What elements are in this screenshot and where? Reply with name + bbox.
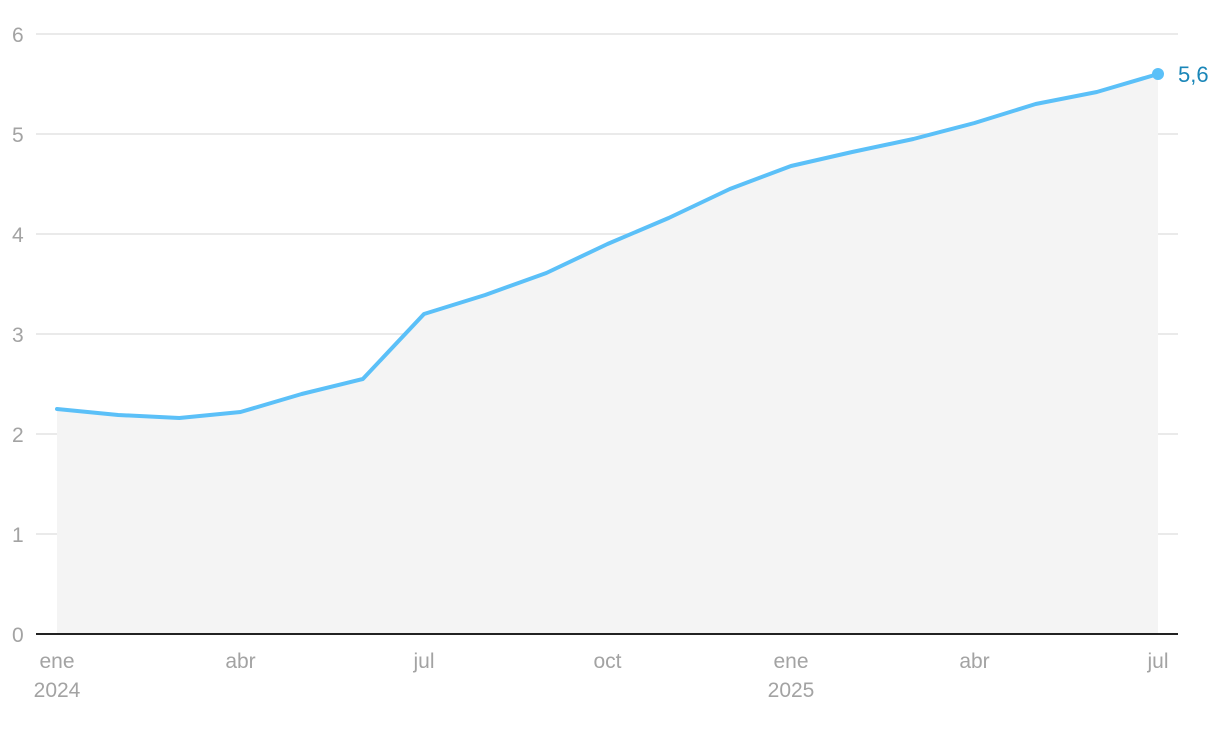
x-tick-label: jul	[412, 650, 434, 673]
y-tick-label: 5	[12, 124, 24, 147]
x-tick-year-label: 2024	[34, 679, 81, 702]
y-tick-label: 6	[12, 24, 24, 47]
x-tick-label: abr	[959, 650, 989, 673]
y-tick-label: 2	[12, 424, 24, 447]
y-tick-label: 3	[12, 324, 24, 347]
y-tick-label: 1	[12, 524, 24, 547]
x-tick-label: jul	[1146, 650, 1168, 673]
series-line	[55, 72, 1160, 420]
x-tick-label: abr	[225, 650, 255, 673]
end-value-label: 5,6	[1178, 62, 1209, 87]
series-end-point	[1152, 68, 1164, 80]
x-tick-label: ene	[773, 650, 808, 673]
x-tick-label: ene	[39, 650, 74, 673]
x-tick-label: oct	[593, 650, 621, 673]
y-tick-label: 4	[12, 224, 24, 247]
area-layer	[57, 74, 1158, 634]
x-tick-year-label: 2025	[768, 679, 815, 702]
area-fill	[57, 74, 1158, 634]
y-tick-label: 0	[12, 624, 24, 647]
line-layer	[55, 68, 1164, 420]
label-layer: 0 1 2 3 4 5 6 5,6 ene 2024 abr jul oct ene 2025 abr jul	[12, 24, 1209, 702]
